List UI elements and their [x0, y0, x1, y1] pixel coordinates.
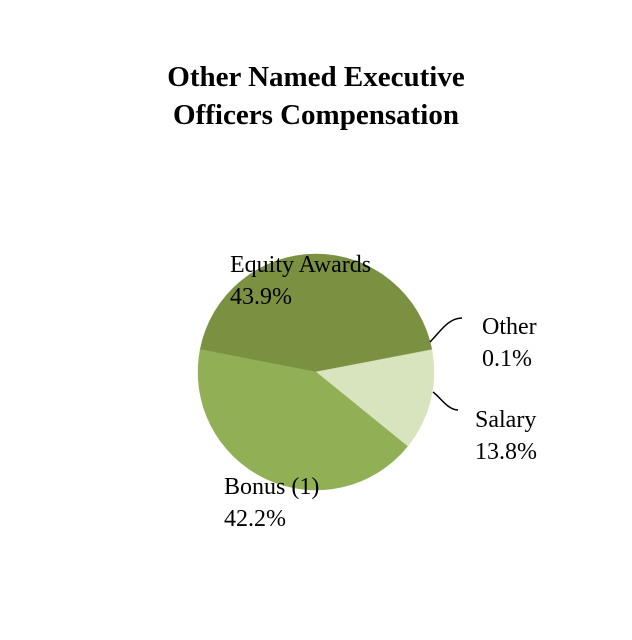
- other-leader-line: [429, 317, 463, 343]
- pie-slice-bonus-1: [197, 349, 408, 491]
- equity-awards-label: Equity Awards: [230, 252, 371, 278]
- chart-title-line-1: Other Named Executive: [167, 61, 465, 93]
- bonus-value: 42.2%: [224, 506, 286, 532]
- pie-slice-salary: [315, 349, 435, 447]
- pie-slices: [197, 253, 435, 491]
- salary-value: 13.8%: [475, 439, 537, 465]
- salary-label: Salary: [475, 407, 536, 433]
- chart-title-line-2: Officers Compensation: [173, 99, 459, 131]
- equity-awards-value: 43.9%: [230, 284, 292, 310]
- chart-title: Other Named Executive Officers Compensat…: [0, 58, 632, 134]
- salary-leader-line: [432, 391, 459, 411]
- bonus-label: Bonus (1): [224, 474, 319, 500]
- other-value: 0.1%: [482, 346, 532, 372]
- other-label: Other: [482, 314, 537, 340]
- pie-slice-equity-awards: [199, 253, 433, 373]
